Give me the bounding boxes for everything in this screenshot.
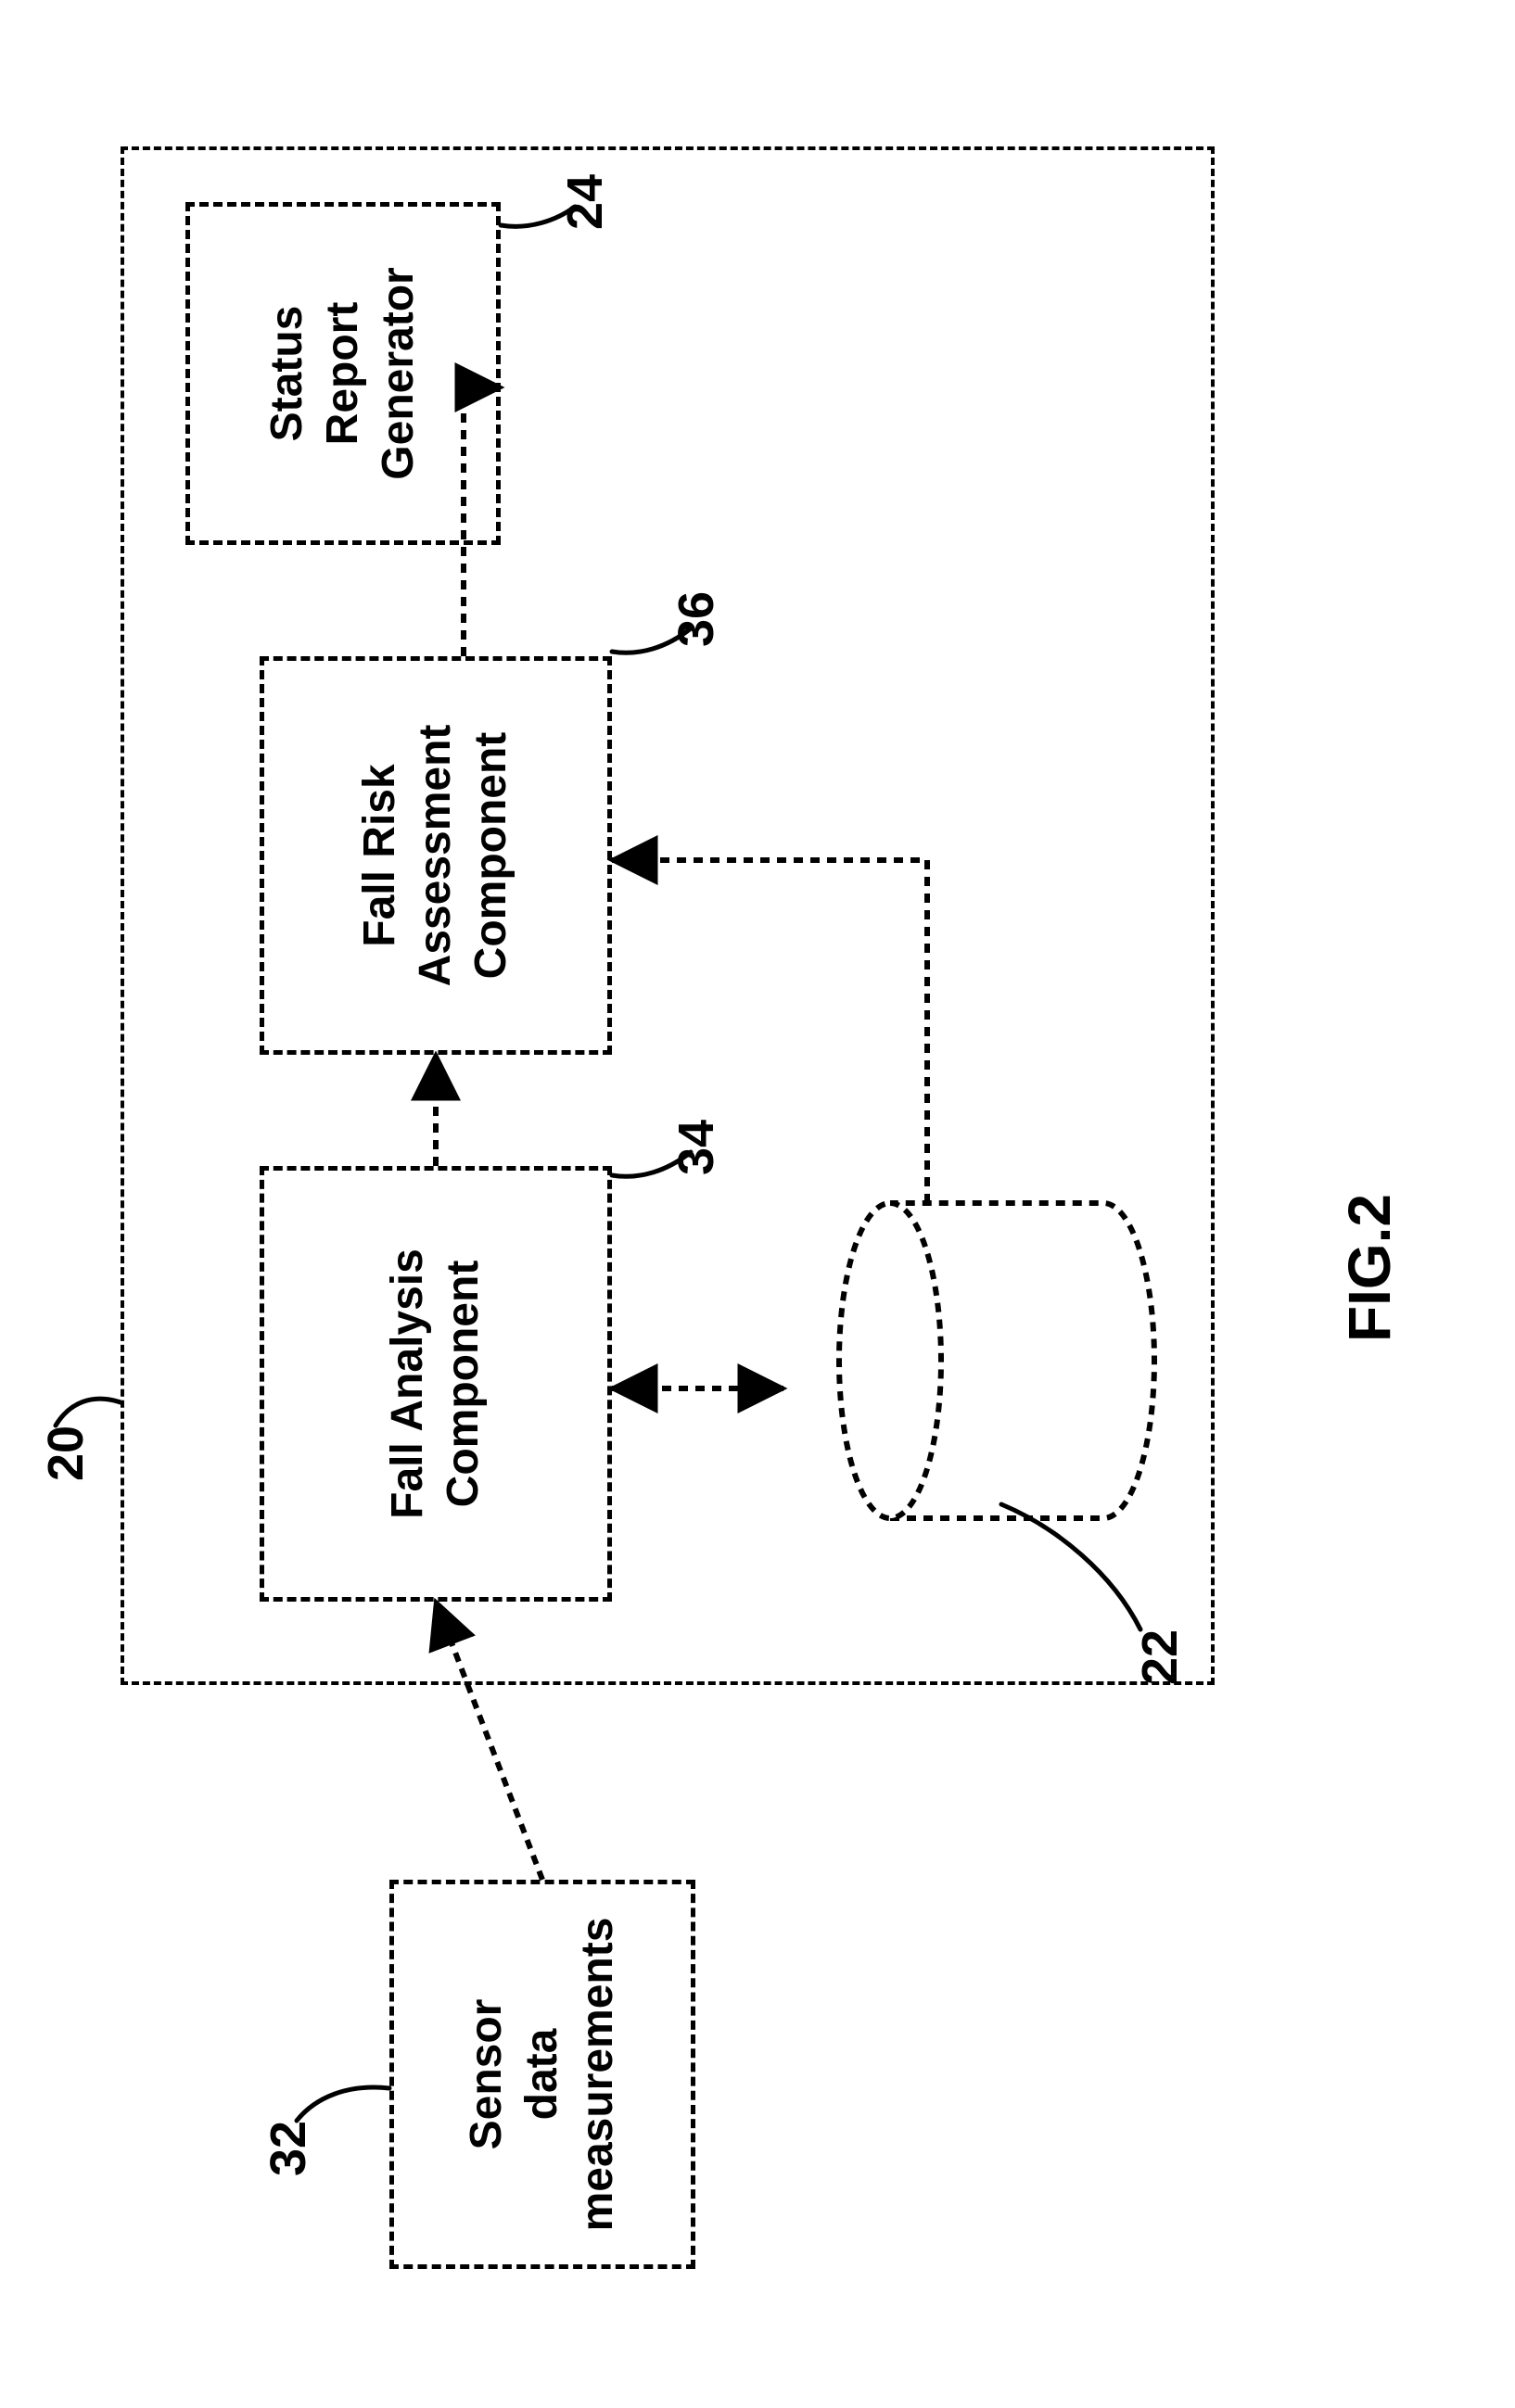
node-fall-analysis-label: Fall AnalysisComponent [380, 1248, 491, 1519]
diagram-stage: Sensordatameasurements Fall AnalysisComp… [0, 0, 1515, 2408]
ref-label-24: 24 [556, 174, 614, 230]
node-status-report-label: StatusReportGenerator [260, 267, 426, 479]
ref-label-34: 34 [668, 1120, 725, 1175]
node-status-report: StatusReportGenerator [185, 202, 501, 545]
node-sensor-label: Sensordatameasurements [459, 1918, 626, 2232]
figure-caption: FIG.2 [1335, 1194, 1404, 1342]
node-fall-risk-label: Fall RiskAssessmentComponent [352, 725, 519, 987]
ref-label-20: 20 [37, 1426, 95, 1481]
ref-label-22: 22 [1131, 1629, 1189, 1685]
node-sensor-data: Sensordatameasurements [389, 1880, 695, 2269]
node-fall-analysis: Fall AnalysisComponent [260, 1166, 612, 1602]
node-fall-risk: Fall RiskAssessmentComponent [260, 656, 612, 1055]
node-database-label: Database [928, 1203, 1021, 1518]
ref-label-36: 36 [668, 591, 725, 647]
ref-label-32: 32 [260, 2121, 317, 2176]
